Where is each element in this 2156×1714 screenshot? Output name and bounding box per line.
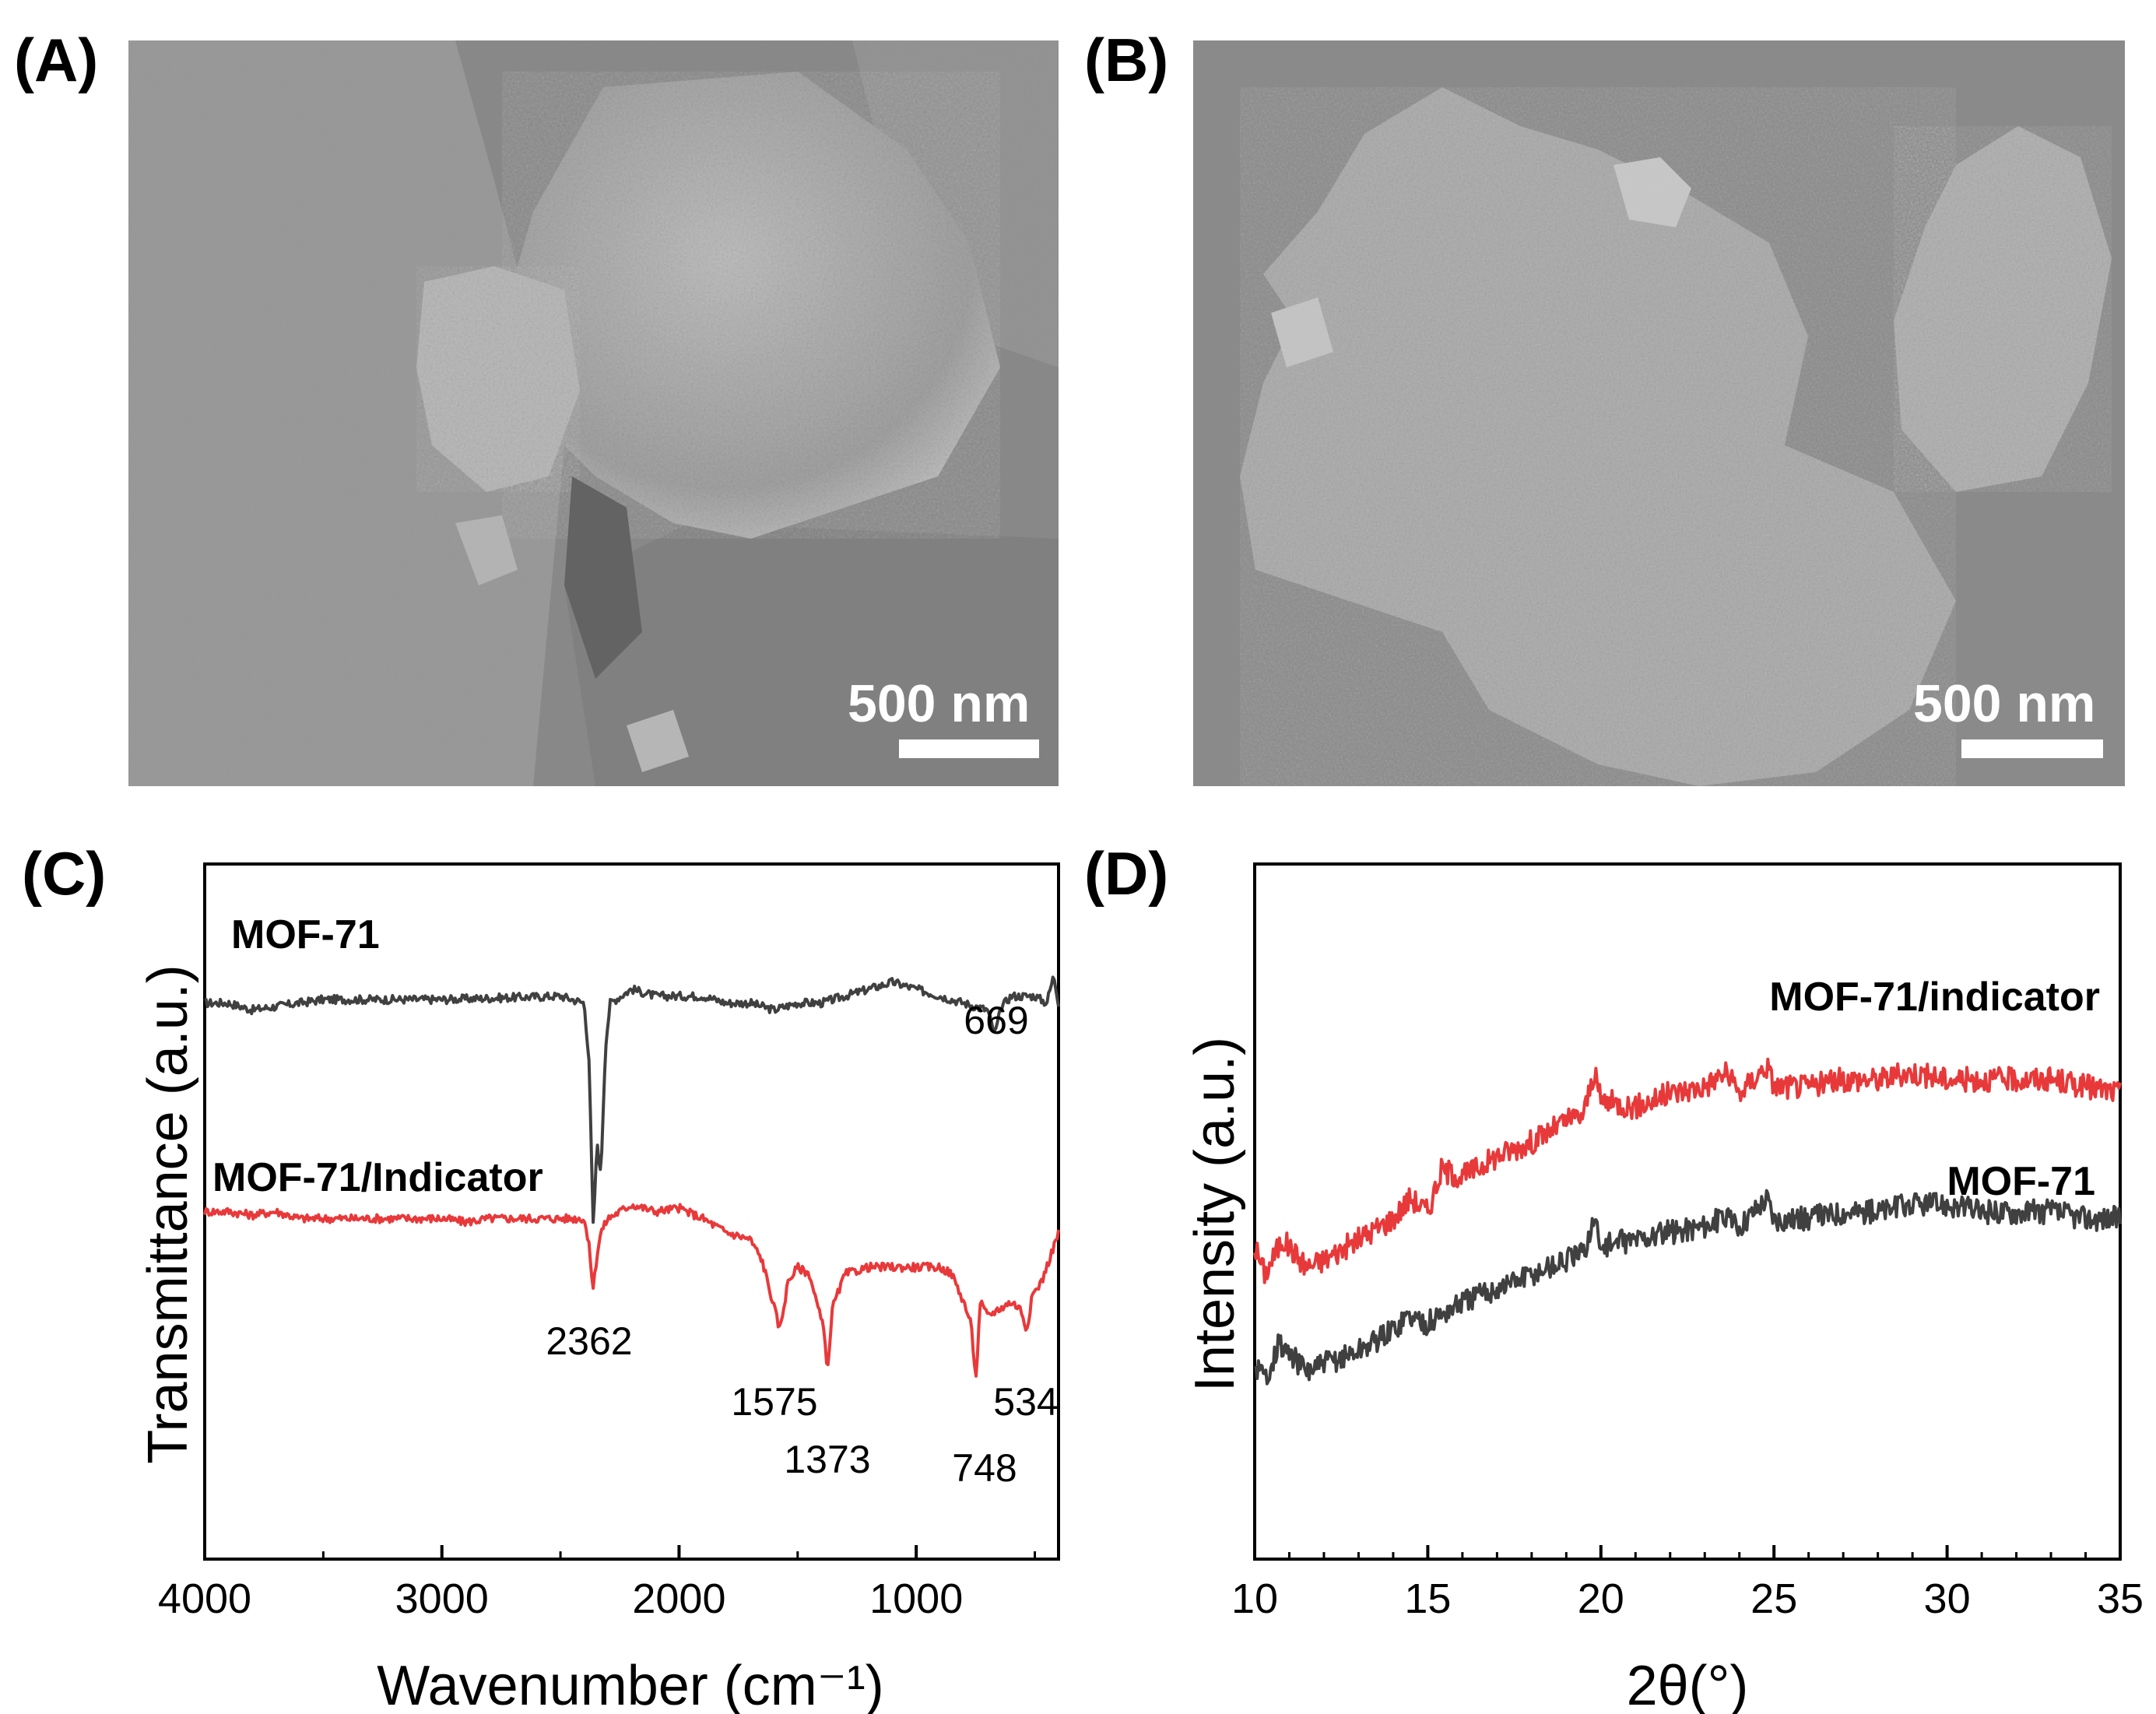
panel-label-a: (A) xyxy=(14,26,99,94)
ftir-x-tick-label: 4000 xyxy=(158,1575,251,1622)
sem-image-b: 500 nm xyxy=(1193,40,2125,786)
panel-label-b: (B) xyxy=(1084,26,1169,94)
xrd-x-tick-label: 35 xyxy=(2097,1575,2144,1622)
ftir-series-label-mof71: MOF-71 xyxy=(231,912,380,957)
ftir-plot-frame xyxy=(203,862,1060,1561)
xrd-x-tick-label: 20 xyxy=(1578,1575,1624,1622)
ftir-x-tick-label: 3000 xyxy=(395,1575,489,1622)
scale-bar-label-b: 500 nm xyxy=(1913,674,2096,733)
ftir-ylabel: Transmittance (a.u.) xyxy=(137,964,199,1464)
ftir-peak-label: 2362 xyxy=(546,1319,632,1363)
panel-label-c: (C) xyxy=(22,839,107,908)
ftir-series-label-indicator: MOF-71/Indicator xyxy=(212,1155,543,1200)
scale-bar-label-a: 500 nm xyxy=(848,674,1031,733)
scale-bar-b xyxy=(1961,739,2103,758)
ftir-peak-label: 669 xyxy=(964,999,1028,1042)
ftir-peak-label: 1373 xyxy=(784,1438,870,1481)
xrd-series-label-mof71: MOF-71 xyxy=(1947,1159,2095,1204)
panel-label-d: (D) xyxy=(1084,839,1169,908)
sem-image-a: 500 nm xyxy=(128,40,1059,786)
xrd-series-label-indicator: MOF-71/indicator xyxy=(1769,975,2100,1020)
xrd-xlabel: 2θ(°) xyxy=(1627,1655,1749,1714)
xrd-series-line xyxy=(1254,1189,2122,1386)
xrd-plot-frame xyxy=(1253,862,2122,1561)
ftir-x-tick-label: 2000 xyxy=(632,1575,725,1622)
ftir-series-line xyxy=(204,975,1060,1224)
ftir-x-tick-label: 1000 xyxy=(869,1575,963,1622)
scale-bar-a xyxy=(899,739,1039,758)
ftir-peak-label: 1575 xyxy=(731,1380,817,1424)
xrd-x-tick-label: 10 xyxy=(1231,1575,1278,1622)
xrd-x-tick-label: 30 xyxy=(1924,1575,1971,1622)
xrd-x-tick-label: 15 xyxy=(1404,1575,1451,1622)
xrd-series-line xyxy=(1253,1057,2122,1284)
ftir-peak-label: 534 xyxy=(993,1380,1058,1424)
xrd-x-tick-label: 25 xyxy=(1750,1575,1797,1622)
xrd-ylabel: Intensity (a.u.) xyxy=(1184,1037,1246,1392)
ftir-xlabel: Wavenumber (cm⁻¹) xyxy=(377,1655,883,1714)
ftir-peak-label: 748 xyxy=(952,1446,1017,1490)
ftir-series-line xyxy=(203,1203,1060,1378)
